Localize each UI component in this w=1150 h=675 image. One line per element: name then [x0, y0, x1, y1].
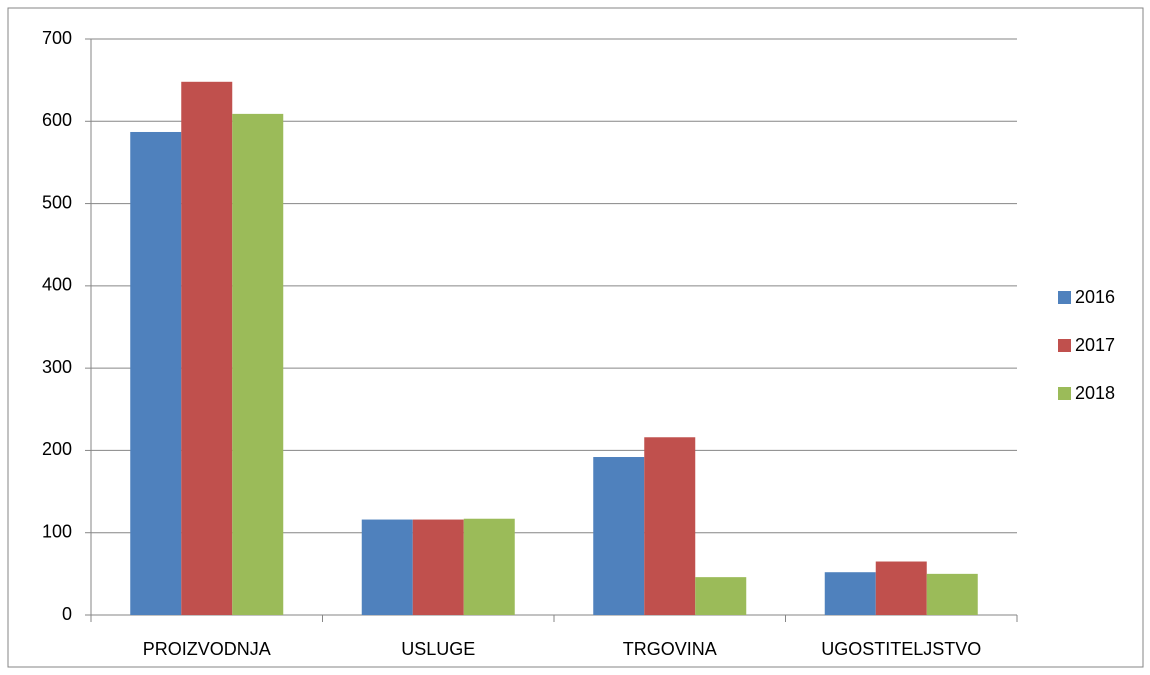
x-tick-label: TRGOVINA	[623, 639, 717, 659]
legend-label: 2018	[1075, 383, 1115, 403]
legend-swatch	[1058, 291, 1071, 304]
x-tick-label: USLUGE	[401, 639, 475, 659]
bar	[824, 572, 876, 615]
bar	[875, 561, 927, 615]
y-tick-label: 100	[42, 521, 72, 541]
bar	[926, 573, 978, 615]
legend-label: 2017	[1075, 335, 1115, 355]
legend-swatch	[1058, 339, 1071, 352]
bar	[644, 437, 696, 615]
bar	[181, 81, 233, 615]
y-tick-label: 200	[42, 439, 72, 459]
bar	[361, 519, 413, 615]
bar	[412, 519, 464, 615]
bar	[463, 518, 515, 615]
x-tick-label: UGOSTITELJSTVO	[821, 639, 981, 659]
legend-swatch	[1058, 387, 1071, 400]
y-tick-label: 600	[42, 110, 72, 130]
bar	[232, 113, 284, 615]
bar	[695, 577, 747, 615]
y-tick-label: 0	[62, 604, 72, 624]
bar	[593, 457, 645, 615]
legend-label: 2016	[1075, 287, 1115, 307]
x-tick-label: PROIZVODNJA	[143, 639, 271, 659]
y-tick-label: 500	[42, 192, 72, 212]
y-tick-label: 300	[42, 357, 72, 377]
y-tick-label: 400	[42, 275, 72, 295]
y-tick-label: 700	[42, 28, 72, 48]
bar	[130, 131, 182, 616]
